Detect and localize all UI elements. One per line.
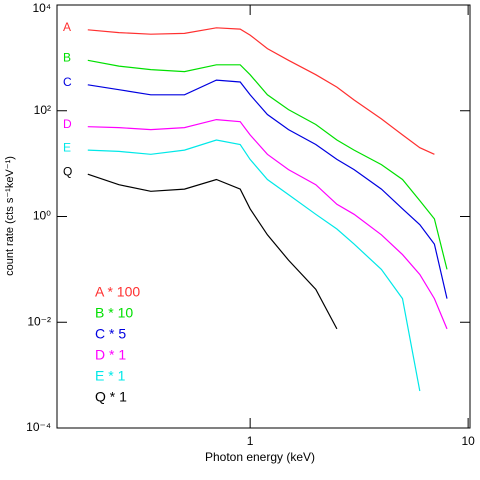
series-line	[87, 59, 448, 270]
series-name: B	[63, 50, 71, 64]
x-tick-label: 10	[461, 434, 475, 448]
y-tick-label: 10⁻²	[27, 314, 51, 328]
x-tick-label: 1	[247, 434, 254, 448]
series-line	[87, 79, 448, 299]
y-tick-label: 10⁴	[32, 1, 51, 15]
series-name: E	[63, 140, 71, 154]
series-name: D	[63, 117, 72, 131]
y-axis-label: count rate (cts s⁻¹keV⁻¹)	[4, 156, 16, 276]
y-tick-label: 10⁰	[33, 209, 51, 223]
x-axis-label: Photon energy (keV)	[205, 450, 315, 464]
series-name: Q	[63, 164, 72, 178]
y-tick-label: 10²	[34, 103, 51, 117]
series-line	[87, 173, 338, 330]
series-line	[87, 27, 435, 155]
series-line	[87, 139, 421, 392]
series-name: C	[63, 75, 72, 89]
series-line	[87, 118, 448, 330]
y-tick-label: 10⁻⁴	[26, 420, 51, 434]
legend-label: E * 1	[95, 368, 126, 384]
legend-label: C * 5	[95, 326, 126, 342]
legend-label: Q * 1	[95, 389, 127, 405]
legend-label: A * 100	[95, 284, 140, 300]
series-name: A	[63, 20, 71, 34]
legend-label: D * 1	[95, 347, 126, 363]
legend-label: B * 10	[95, 305, 133, 321]
plot-frame	[56, 4, 471, 429]
